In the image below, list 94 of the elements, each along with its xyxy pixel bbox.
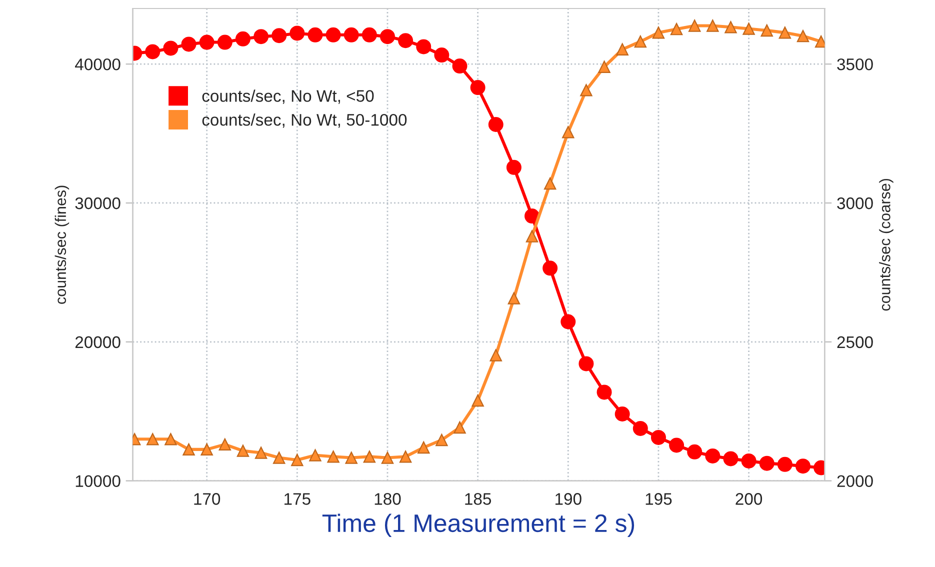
y2-tick-label: 2500 [837, 336, 873, 348]
point [669, 438, 684, 453]
point [362, 27, 377, 42]
point [236, 444, 250, 457]
y-tick-label: 30000 [75, 197, 120, 210]
point [506, 160, 522, 175]
point [741, 453, 756, 468]
point [254, 29, 269, 44]
y-axis-title: counts/sec (fines) [54, 186, 70, 304]
point [363, 450, 376, 463]
point [470, 80, 486, 96]
point [145, 44, 160, 60]
point [416, 39, 432, 54]
point [616, 43, 628, 56]
point [434, 48, 450, 63]
x-tick-label: 195 [646, 493, 672, 505]
point [598, 60, 610, 73]
point [724, 21, 737, 34]
y2-tick-label: 3000 [837, 197, 873, 210]
point [705, 448, 720, 464]
point [508, 292, 520, 304]
point [309, 449, 322, 462]
x-tick-label: 180 [374, 493, 401, 505]
point [344, 27, 359, 42]
point [760, 24, 773, 37]
point [796, 30, 810, 42]
point [380, 29, 395, 44]
point [759, 456, 774, 471]
y-tick-label: 20000 [75, 336, 120, 348]
point [272, 452, 286, 464]
point [308, 27, 323, 42]
point [454, 421, 466, 434]
point [235, 31, 250, 46]
x-tick-label: 185 [465, 493, 492, 505]
point [542, 260, 558, 276]
point [526, 230, 538, 242]
point [472, 394, 484, 407]
x-tick-label: 200 [736, 493, 762, 505]
point [650, 430, 666, 445]
point [723, 451, 738, 466]
point [163, 40, 178, 56]
point [778, 26, 792, 39]
x-axis-title: Time (1 Measurement = 2 s) [322, 514, 634, 538]
y-tick-label: 10000 [76, 475, 120, 488]
point [524, 208, 540, 224]
y-tick-label: 40000 [75, 58, 120, 70]
point [634, 35, 647, 48]
point [418, 441, 430, 454]
legend-label: counts/sec, No Wt, 50-1000 [202, 114, 407, 128]
point [580, 84, 592, 96]
point [218, 438, 232, 451]
point [381, 452, 394, 464]
point [326, 27, 341, 42]
point [199, 34, 214, 50]
point [345, 452, 358, 464]
point [181, 36, 196, 52]
point [490, 349, 502, 362]
legend-label: counts/sec, No Wt, <50 [202, 90, 374, 104]
point [146, 433, 159, 446]
x-tick-label: 170 [194, 493, 220, 505]
point [632, 420, 648, 436]
point [578, 356, 594, 372]
point [562, 126, 574, 138]
point [291, 454, 304, 466]
point [777, 456, 792, 472]
point [544, 177, 556, 190]
point [687, 444, 702, 460]
point [795, 458, 810, 474]
point [290, 26, 305, 41]
point [670, 22, 683, 36]
x-tick-label: 175 [284, 493, 310, 505]
point [217, 34, 232, 50]
point [399, 450, 412, 463]
point [652, 26, 665, 39]
point [200, 443, 213, 456]
point [327, 450, 340, 463]
point [596, 384, 612, 400]
point [452, 58, 468, 74]
point [164, 433, 177, 446]
point [488, 117, 504, 132]
point [614, 406, 630, 422]
point [560, 314, 576, 330]
point [688, 20, 701, 32]
point [742, 22, 755, 35]
y2-tick-label: 2000 [837, 475, 873, 488]
x-tick-label: 190 [556, 493, 582, 505]
point [398, 33, 414, 48]
point [182, 443, 195, 456]
point [706, 20, 719, 32]
point [254, 446, 268, 459]
point [436, 434, 448, 446]
y2-tick-label: 3500 [837, 58, 873, 70]
point [272, 28, 287, 44]
y2-axis-title: counts/sec (coarse) [879, 178, 894, 311]
